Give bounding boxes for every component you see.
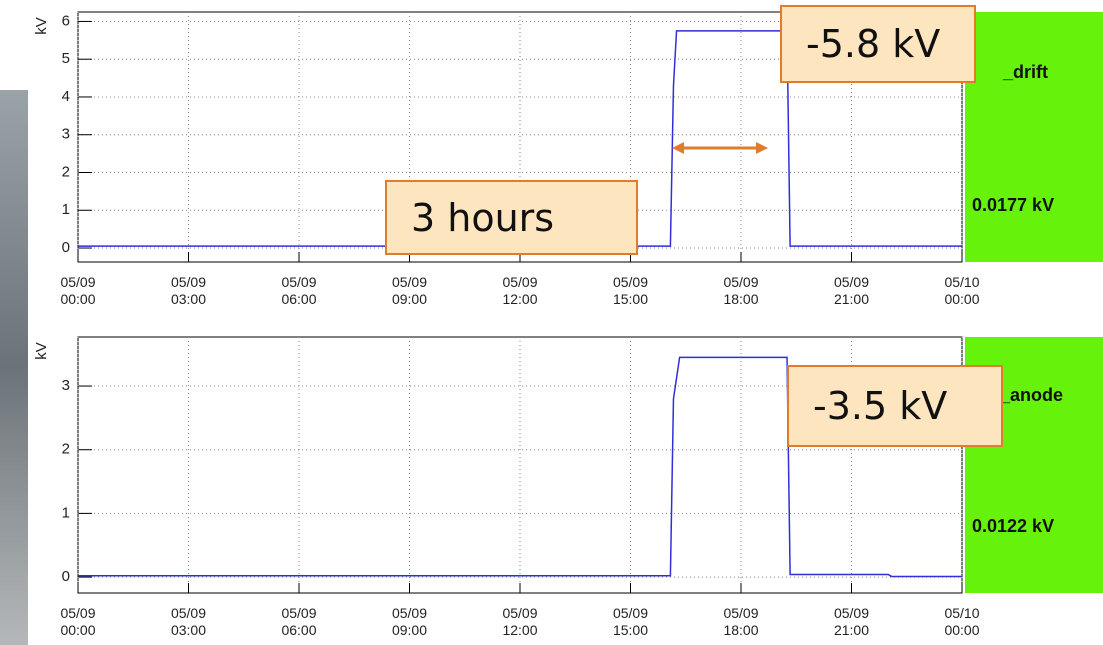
- y-tick-label: 4: [62, 88, 70, 105]
- x-tick-label: 05/09 15:00: [609, 605, 653, 639]
- annotation: -3.5 kV: [787, 365, 1003, 447]
- y-tick-label: 3: [62, 377, 70, 394]
- y-axis-label: kV: [33, 342, 50, 360]
- x-tick-label: 05/09 09:00: [388, 274, 432, 308]
- stat-box: _drift 0.0177 kV: [965, 12, 1103, 262]
- screenshot: 0 1 2 3 4 5 6 kV 0 1 2 3 kV 05/09 00:00 05/09 03:00 05…: [0, 0, 1103, 645]
- y-tick-label: 1: [62, 504, 70, 521]
- x-tick-label: 05/09 12:00: [498, 605, 542, 639]
- x-tick-label: 05/10 00:00: [940, 605, 984, 639]
- y-tick-label: 3: [62, 126, 70, 143]
- x-tick-label: 05/09 06:00: [277, 274, 321, 308]
- x-tick-label: 05/09 09:00: [388, 605, 432, 639]
- x-tick-label: 05/09 15:00: [609, 274, 653, 308]
- y-tick-label: 2: [62, 163, 70, 180]
- series-name: _anode: [1000, 385, 1063, 406]
- y-tick-label: 0: [62, 239, 70, 256]
- y-tick-label: 1: [62, 201, 70, 218]
- x-tick-label: 05/09 03:00: [167, 605, 211, 639]
- x-tick-label: 05/09 18:00: [719, 605, 763, 639]
- x-tick-label: 05/09 00:00: [56, 274, 100, 308]
- annotation: 3 hours: [385, 180, 638, 255]
- annotation: -5.8 kV: [780, 5, 976, 83]
- y-axis-label: kV: [33, 17, 50, 35]
- x-tick-label: 05/09 03:00: [167, 274, 211, 308]
- x-tick-label: 05/09 12:00: [498, 274, 542, 308]
- y-tick-label: 2: [62, 441, 70, 458]
- series-name: _drift: [1003, 62, 1048, 83]
- x-tick-label: 05/09 21:00: [830, 605, 874, 639]
- x-tick-label: 05/09 18:00: [719, 274, 763, 308]
- x-tick-label: 05/09 21:00: [830, 274, 874, 308]
- y-tick-label: 0: [62, 568, 70, 585]
- stat-value: 0.0122 kV: [972, 516, 1054, 537]
- photo-strip: [0, 90, 28, 645]
- charts: 0 1 2 3 4 5 6 kV 0 1 2 3 kV: [0, 0, 1103, 645]
- stat-value: 0.0177 kV: [972, 195, 1054, 216]
- x-tick-label: 05/09 00:00: [56, 605, 100, 639]
- x-tick-label: 05/10 00:00: [940, 274, 984, 308]
- y-tick-label: 5: [62, 50, 70, 67]
- x-tick-label: 05/09 06:00: [277, 605, 321, 639]
- y-tick-label: 6: [62, 12, 70, 29]
